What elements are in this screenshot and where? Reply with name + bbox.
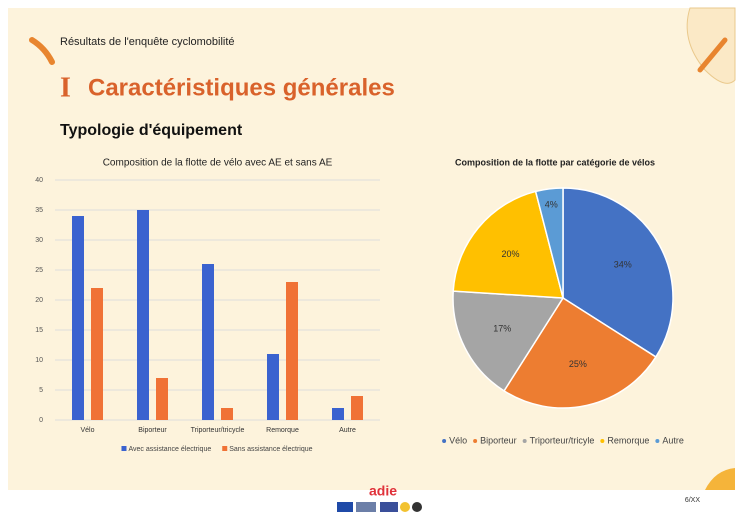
section-number: I [60,72,71,103]
bar [91,288,103,420]
decoration [697,37,728,73]
chart-title: Composition de la flotte de vélo avec AE… [103,158,333,169]
y-tick-label: 40 [35,177,43,184]
y-tick-label: 35 [35,207,43,214]
bar [156,378,168,420]
y-tick-label: 5 [39,387,43,394]
page-number: 6/XX [685,497,701,504]
partner-logos [337,502,422,512]
y-tick-label: 25 [35,267,43,274]
y-tick-label: 30 [35,237,43,244]
bar [221,408,233,420]
legend-marker [442,439,447,443]
decoration [29,37,55,65]
legend-marker [473,439,478,443]
pie-slice [534,187,564,299]
footer-logo: adie [369,483,397,499]
logo [356,502,376,512]
data-label: 4% [545,200,558,210]
legend-label: Avec assistance électrique [128,446,211,453]
bar [351,396,363,420]
legend-swatch [222,446,228,451]
subtitle: Résultats de l'enquête cyclomobilité [60,36,235,48]
legend-label: Triporteur/tricyle [530,435,595,445]
legend-label: Autre [662,435,684,445]
data-label: 20% [501,249,519,259]
y-tick-label: 20 [35,297,43,304]
pie-slice [452,190,564,299]
legend-swatch [121,446,127,451]
heading: Typologie d'équipement [60,122,243,139]
decoration [686,7,736,84]
bar [332,408,344,420]
legend-label: Biporteur [480,435,517,445]
bar [137,210,149,420]
x-tick-label: Vélo [80,427,94,434]
x-tick-label: Remorque [266,427,299,434]
data-label: 34% [614,260,632,270]
y-tick-label: 15 [35,327,43,334]
data-label: 17% [493,323,511,333]
legend-label: Vélo [449,435,467,445]
logo [337,502,353,512]
pie-slice [452,290,565,392]
bar [202,264,214,420]
bar [72,216,84,420]
legend-marker [655,439,660,443]
legend-marker [600,439,605,443]
y-tick-label: 10 [35,357,43,364]
legend-label: Remorque [607,435,649,445]
chart-title: Composition de la flotte par catégorie d… [455,157,655,167]
x-tick-label: Triporteur/tricycle [191,427,245,434]
pie-slice [503,296,657,409]
x-tick-label: Autre [339,427,356,434]
bar [286,282,298,420]
y-tick-label: 0 [39,417,43,424]
legend-label: Sans assistance électrique [229,446,312,453]
legend-marker [522,439,527,443]
data-label: 25% [569,359,587,369]
x-tick-label: Biporteur [138,427,167,434]
logo [380,502,398,512]
title: Caractéristiques générales [88,74,395,101]
logo [412,502,422,512]
decoration [705,468,735,490]
bar [267,354,279,420]
logo [400,502,410,512]
